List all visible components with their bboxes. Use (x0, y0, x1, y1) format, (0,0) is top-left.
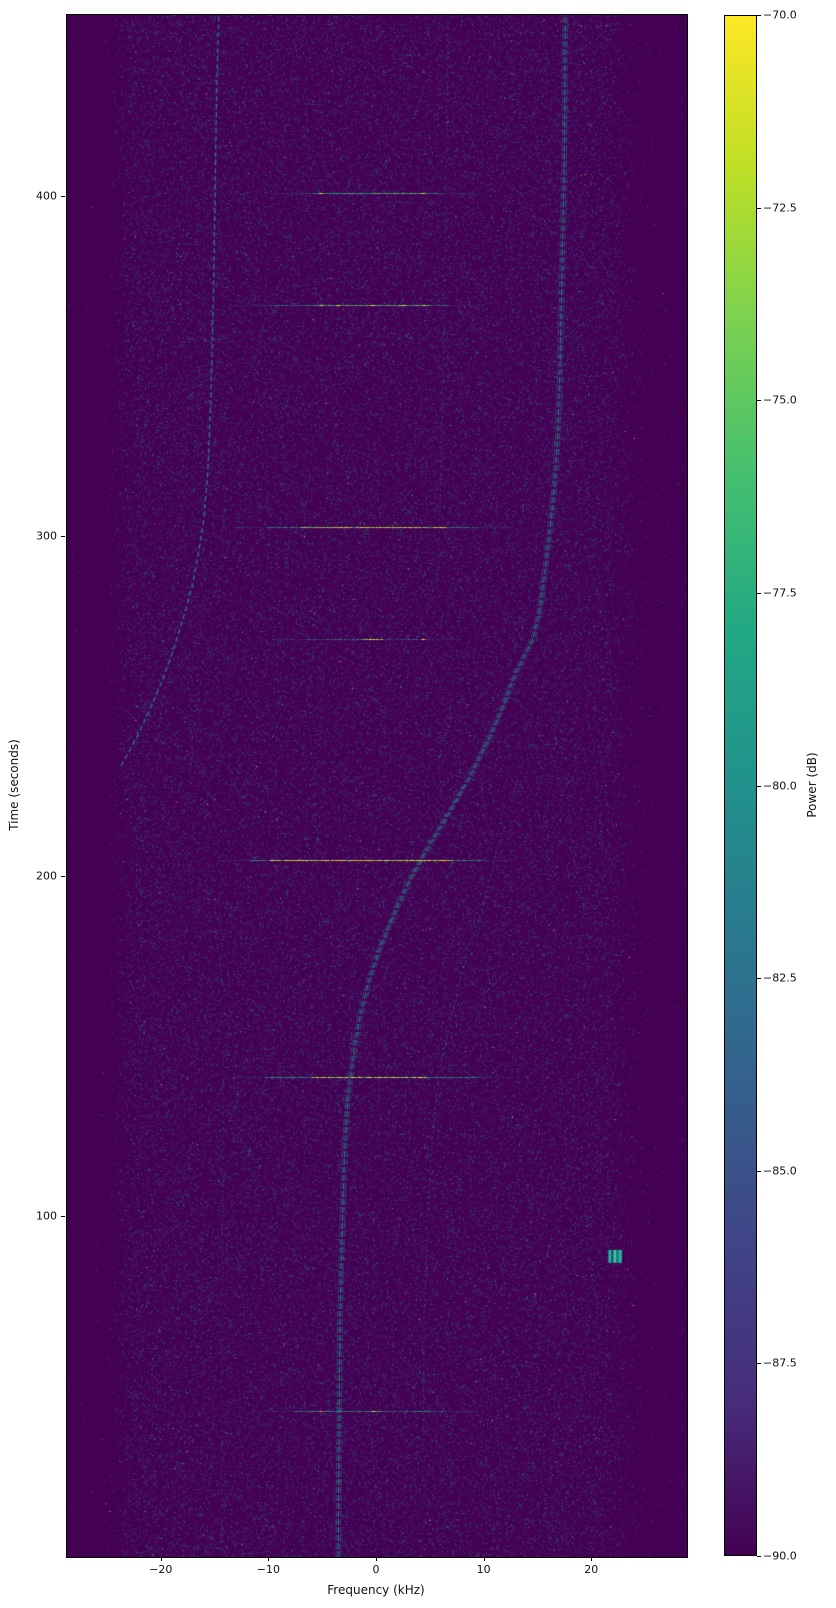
plot-area (66, 14, 688, 1558)
colorbar-tick-mark (757, 592, 761, 594)
x-tick-mark (376, 1557, 377, 1561)
colorbar-tick-label: −90.0 (763, 1549, 797, 1563)
y-tick-label: 400 (36, 189, 57, 203)
x-axis-label: Frequency (kHz) (327, 1583, 425, 1597)
colorbar-tick-label: −77.5 (763, 586, 797, 600)
x-tick-label: −10 (256, 1563, 280, 1576)
y-tick-mark (61, 1215, 65, 1217)
colorbar-tick-label: −80.0 (763, 779, 797, 792)
colorbar (724, 15, 757, 1556)
colorbar-tick-mark (757, 1556, 761, 1557)
colorbar-tick-mark (757, 400, 761, 402)
colorbar-tick-label: −87.5 (763, 1356, 797, 1370)
colorbar-tick-label: −85.0 (763, 1164, 797, 1178)
x-tick-label: 0 (372, 1563, 380, 1576)
x-tick-mark (160, 1557, 162, 1561)
y-tick-label: 300 (36, 529, 57, 543)
colorbar-tick-mark (757, 15, 761, 16)
x-tick-mark (268, 1557, 270, 1561)
x-tick-label: 20 (584, 1563, 599, 1576)
x-tick-mark (483, 1557, 485, 1561)
spectrogram-canvas (67, 15, 687, 1557)
y-tick-mark (61, 875, 65, 877)
colorbar-tick-label: −72.5 (763, 201, 797, 215)
x-tick-label: −20 (149, 1563, 173, 1576)
colorbar-tick-mark (757, 207, 761, 209)
x-tick-label: 10 (476, 1563, 491, 1576)
colorbar-tick-label: −70.0 (763, 8, 797, 22)
y-tick-mark (61, 535, 65, 537)
x-tick-mark (591, 1557, 593, 1561)
colorbar-tick-mark (757, 1363, 761, 1365)
colorbar-tick-mark (757, 1170, 761, 1172)
colorbar-tick-label: −75.0 (763, 393, 797, 407)
y-tick-label: 100 (36, 1209, 57, 1223)
y-tick-label: 200 (36, 869, 57, 883)
colorbar-label: Power (dB) (805, 752, 819, 818)
y-tick-mark (61, 195, 65, 197)
colorbar-tick-mark (757, 785, 761, 787)
colorbar-tick-label: −82.5 (763, 971, 797, 985)
y-axis-label: Time (seconds) (7, 739, 21, 831)
colorbar-tick-mark (757, 978, 761, 980)
